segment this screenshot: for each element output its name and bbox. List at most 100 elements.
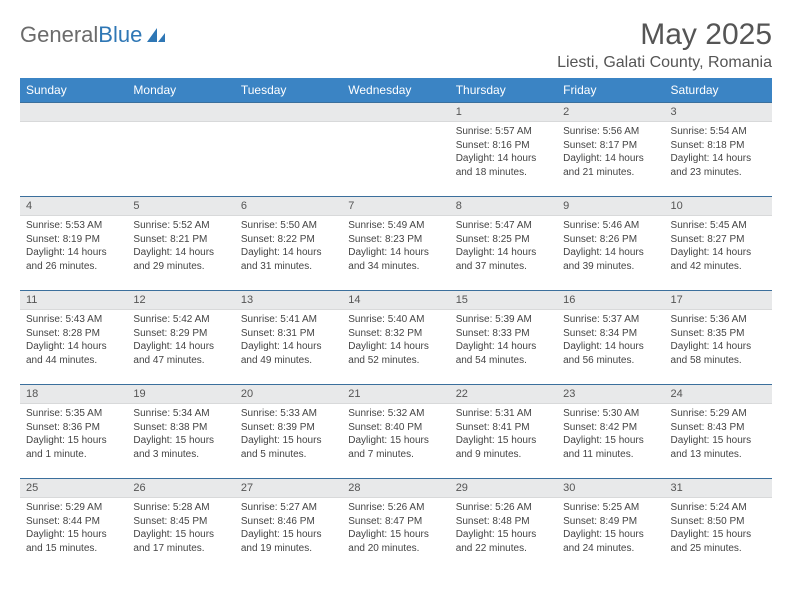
daylight-line: Daylight: 15 hours and 9 minutes. <box>456 434 551 461</box>
sunrise-line: Sunrise: 5:54 AM <box>671 125 766 139</box>
day-number: 20 <box>235 385 342 404</box>
day-data: Sunrise: 5:27 AMSunset: 8:46 PMDaylight:… <box>235 498 342 559</box>
sunrise-line: Sunrise: 5:45 AM <box>671 219 766 233</box>
day-number: 3 <box>665 103 772 122</box>
day-data: Sunrise: 5:26 AMSunset: 8:48 PMDaylight:… <box>450 498 557 559</box>
sunset-line: Sunset: 8:46 PM <box>241 515 336 529</box>
day-data: Sunrise: 5:42 AMSunset: 8:29 PMDaylight:… <box>127 310 234 371</box>
sunrise-line: Sunrise: 5:56 AM <box>563 125 658 139</box>
calendar-day-cell: 24Sunrise: 5:29 AMSunset: 8:43 PMDayligh… <box>665 385 772 479</box>
day-number: 21 <box>342 385 449 404</box>
weekday-header: Thursday <box>450 78 557 103</box>
day-number: 17 <box>665 291 772 310</box>
day-data: Sunrise: 5:43 AMSunset: 8:28 PMDaylight:… <box>20 310 127 371</box>
day-data: Sunrise: 5:52 AMSunset: 8:21 PMDaylight:… <box>127 216 234 277</box>
sunrise-line: Sunrise: 5:43 AM <box>26 313 121 327</box>
calendar-week-row: 11Sunrise: 5:43 AMSunset: 8:28 PMDayligh… <box>20 291 772 385</box>
day-data: Sunrise: 5:41 AMSunset: 8:31 PMDaylight:… <box>235 310 342 371</box>
day-number: 30 <box>557 479 664 498</box>
day-data: Sunrise: 5:29 AMSunset: 8:43 PMDaylight:… <box>665 404 772 465</box>
daylight-line: Daylight: 14 hours and 52 minutes. <box>348 340 443 367</box>
daylight-line: Daylight: 15 hours and 7 minutes. <box>348 434 443 461</box>
sunset-line: Sunset: 8:22 PM <box>241 233 336 247</box>
day-data: Sunrise: 5:57 AMSunset: 8:16 PMDaylight:… <box>450 122 557 183</box>
day-data: Sunrise: 5:32 AMSunset: 8:40 PMDaylight:… <box>342 404 449 465</box>
day-number <box>20 103 127 122</box>
day-data: Sunrise: 5:26 AMSunset: 8:47 PMDaylight:… <box>342 498 449 559</box>
day-number: 31 <box>665 479 772 498</box>
sunset-line: Sunset: 8:39 PM <box>241 421 336 435</box>
sunrise-line: Sunrise: 5:34 AM <box>133 407 228 421</box>
day-number: 25 <box>20 479 127 498</box>
day-data: Sunrise: 5:45 AMSunset: 8:27 PMDaylight:… <box>665 216 772 277</box>
sunrise-line: Sunrise: 5:30 AM <box>563 407 658 421</box>
sunset-line: Sunset: 8:23 PM <box>348 233 443 247</box>
sunrise-line: Sunrise: 5:37 AM <box>563 313 658 327</box>
calendar-day-cell: 29Sunrise: 5:26 AMSunset: 8:48 PMDayligh… <box>450 479 557 573</box>
calendar-day-cell: 12Sunrise: 5:42 AMSunset: 8:29 PMDayligh… <box>127 291 234 385</box>
day-data: Sunrise: 5:40 AMSunset: 8:32 PMDaylight:… <box>342 310 449 371</box>
calendar-day-cell: 19Sunrise: 5:34 AMSunset: 8:38 PMDayligh… <box>127 385 234 479</box>
day-data: Sunrise: 5:46 AMSunset: 8:26 PMDaylight:… <box>557 216 664 277</box>
calendar-day-cell: 28Sunrise: 5:26 AMSunset: 8:47 PMDayligh… <box>342 479 449 573</box>
sunrise-line: Sunrise: 5:29 AM <box>671 407 766 421</box>
day-number: 23 <box>557 385 664 404</box>
sunrise-line: Sunrise: 5:35 AM <box>26 407 121 421</box>
logo-text-general: General <box>20 22 98 48</box>
calendar-day-cell <box>342 103 449 197</box>
day-data: Sunrise: 5:31 AMSunset: 8:41 PMDaylight:… <box>450 404 557 465</box>
sunset-line: Sunset: 8:35 PM <box>671 327 766 341</box>
sunrise-line: Sunrise: 5:41 AM <box>241 313 336 327</box>
day-number: 6 <box>235 197 342 216</box>
calendar-day-cell: 22Sunrise: 5:31 AMSunset: 8:41 PMDayligh… <box>450 385 557 479</box>
header: GeneralBlue May 2025 Liesti, Galati Coun… <box>20 18 772 72</box>
sunset-line: Sunset: 8:27 PM <box>671 233 766 247</box>
sunrise-line: Sunrise: 5:25 AM <box>563 501 658 515</box>
day-data: Sunrise: 5:50 AMSunset: 8:22 PMDaylight:… <box>235 216 342 277</box>
sunrise-line: Sunrise: 5:47 AM <box>456 219 551 233</box>
sunrise-line: Sunrise: 5:28 AM <box>133 501 228 515</box>
sunrise-line: Sunrise: 5:29 AM <box>26 501 121 515</box>
daylight-line: Daylight: 15 hours and 1 minute. <box>26 434 121 461</box>
sunset-line: Sunset: 8:17 PM <box>563 139 658 153</box>
sunset-line: Sunset: 8:44 PM <box>26 515 121 529</box>
logo: GeneralBlue <box>20 18 167 48</box>
sunset-line: Sunset: 8:40 PM <box>348 421 443 435</box>
weekday-header: Wednesday <box>342 78 449 103</box>
daylight-line: Daylight: 15 hours and 13 minutes. <box>671 434 766 461</box>
calendar-day-cell: 11Sunrise: 5:43 AMSunset: 8:28 PMDayligh… <box>20 291 127 385</box>
day-number: 19 <box>127 385 234 404</box>
calendar-day-cell: 4Sunrise: 5:53 AMSunset: 8:19 PMDaylight… <box>20 197 127 291</box>
logo-sail-icon <box>145 26 167 44</box>
day-number: 26 <box>127 479 234 498</box>
sunset-line: Sunset: 8:47 PM <box>348 515 443 529</box>
day-data: Sunrise: 5:25 AMSunset: 8:49 PMDaylight:… <box>557 498 664 559</box>
sunrise-line: Sunrise: 5:39 AM <box>456 313 551 327</box>
day-data: Sunrise: 5:24 AMSunset: 8:50 PMDaylight:… <box>665 498 772 559</box>
daylight-line: Daylight: 14 hours and 44 minutes. <box>26 340 121 367</box>
daylight-line: Daylight: 15 hours and 25 minutes. <box>671 528 766 555</box>
day-data: Sunrise: 5:53 AMSunset: 8:19 PMDaylight:… <box>20 216 127 277</box>
daylight-line: Daylight: 14 hours and 31 minutes. <box>241 246 336 273</box>
calendar-week-row: 18Sunrise: 5:35 AMSunset: 8:36 PMDayligh… <box>20 385 772 479</box>
day-number: 1 <box>450 103 557 122</box>
day-data: Sunrise: 5:36 AMSunset: 8:35 PMDaylight:… <box>665 310 772 371</box>
daylight-line: Daylight: 14 hours and 47 minutes. <box>133 340 228 367</box>
calendar-day-cell: 7Sunrise: 5:49 AMSunset: 8:23 PMDaylight… <box>342 197 449 291</box>
sunrise-line: Sunrise: 5:26 AM <box>348 501 443 515</box>
calendar-week-row: 4Sunrise: 5:53 AMSunset: 8:19 PMDaylight… <box>20 197 772 291</box>
weekday-header-row: Sunday Monday Tuesday Wednesday Thursday… <box>20 78 772 103</box>
daylight-line: Daylight: 14 hours and 37 minutes. <box>456 246 551 273</box>
daylight-line: Daylight: 14 hours and 42 minutes. <box>671 246 766 273</box>
calendar-day-cell <box>20 103 127 197</box>
sunrise-line: Sunrise: 5:42 AM <box>133 313 228 327</box>
calendar-day-cell: 17Sunrise: 5:36 AMSunset: 8:35 PMDayligh… <box>665 291 772 385</box>
calendar-day-cell: 20Sunrise: 5:33 AMSunset: 8:39 PMDayligh… <box>235 385 342 479</box>
sunrise-line: Sunrise: 5:26 AM <box>456 501 551 515</box>
sunrise-line: Sunrise: 5:50 AM <box>241 219 336 233</box>
day-data: Sunrise: 5:47 AMSunset: 8:25 PMDaylight:… <box>450 216 557 277</box>
day-number: 14 <box>342 291 449 310</box>
calendar-day-cell <box>235 103 342 197</box>
day-data: Sunrise: 5:39 AMSunset: 8:33 PMDaylight:… <box>450 310 557 371</box>
calendar-day-cell: 1Sunrise: 5:57 AMSunset: 8:16 PMDaylight… <box>450 103 557 197</box>
